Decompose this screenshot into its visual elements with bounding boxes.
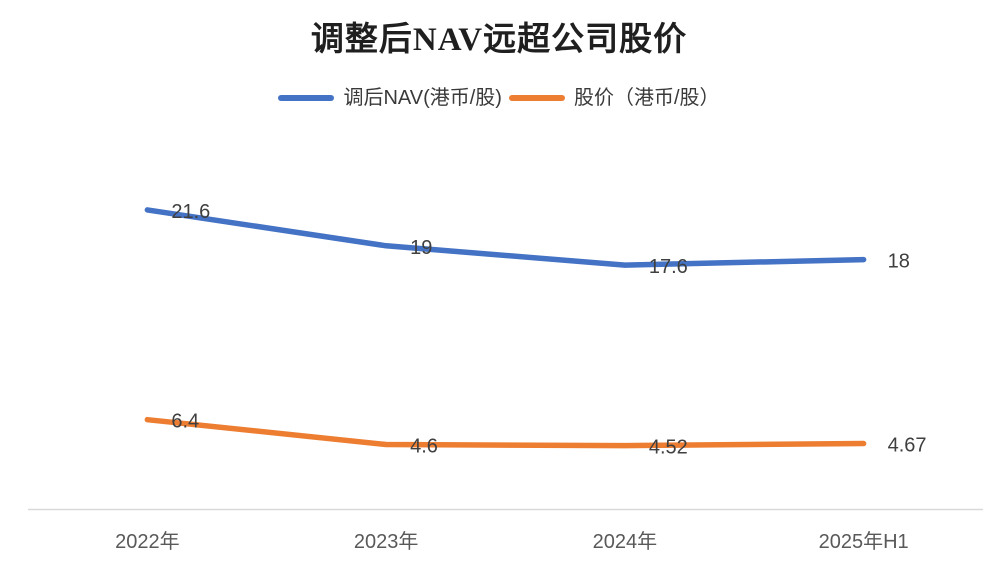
data-label-nav-2023年: 19 bbox=[410, 237, 432, 259]
x-axis-tick-label: 2022年 bbox=[115, 530, 180, 553]
legend-item-nav: 调后NAV(港币/股) bbox=[278, 86, 502, 110]
data-label-price-2022年: 6.4 bbox=[171, 411, 199, 433]
data-label-nav-2022年: 21.6 bbox=[171, 201, 210, 223]
series-line-price bbox=[144, 416, 867, 449]
x-axis-tick-label: 2025年H1 bbox=[819, 530, 909, 553]
data-label-price-2024年: 4.52 bbox=[649, 437, 688, 459]
data-label-price-2023年: 4.6 bbox=[410, 436, 438, 458]
data-label-nav-2025年H1: 18 bbox=[888, 251, 910, 273]
data-label-price-2025年H1: 4.67 bbox=[888, 435, 927, 457]
legend-item-price: 股价（港币/股） bbox=[508, 86, 720, 110]
legend-label-nav: 调后NAV(港币/股) bbox=[343, 87, 502, 109]
legend-label-price: 股价（港币/股） bbox=[573, 87, 720, 109]
x-axis-tick-label: 2024年 bbox=[593, 530, 658, 553]
chart-title: 调整后NAV远超公司股价 bbox=[310, 22, 688, 58]
x-axis-tick-label: 2023年 bbox=[354, 530, 419, 553]
series-line-nav bbox=[144, 207, 867, 268]
legend-line-swatch-price bbox=[508, 95, 565, 101]
legend-line-swatch-nav bbox=[278, 95, 335, 101]
chart-legend: 调后NAV(港币/股) 股价（港币/股） bbox=[0, 86, 998, 110]
data-label-nav-2024年: 17.6 bbox=[649, 256, 688, 278]
